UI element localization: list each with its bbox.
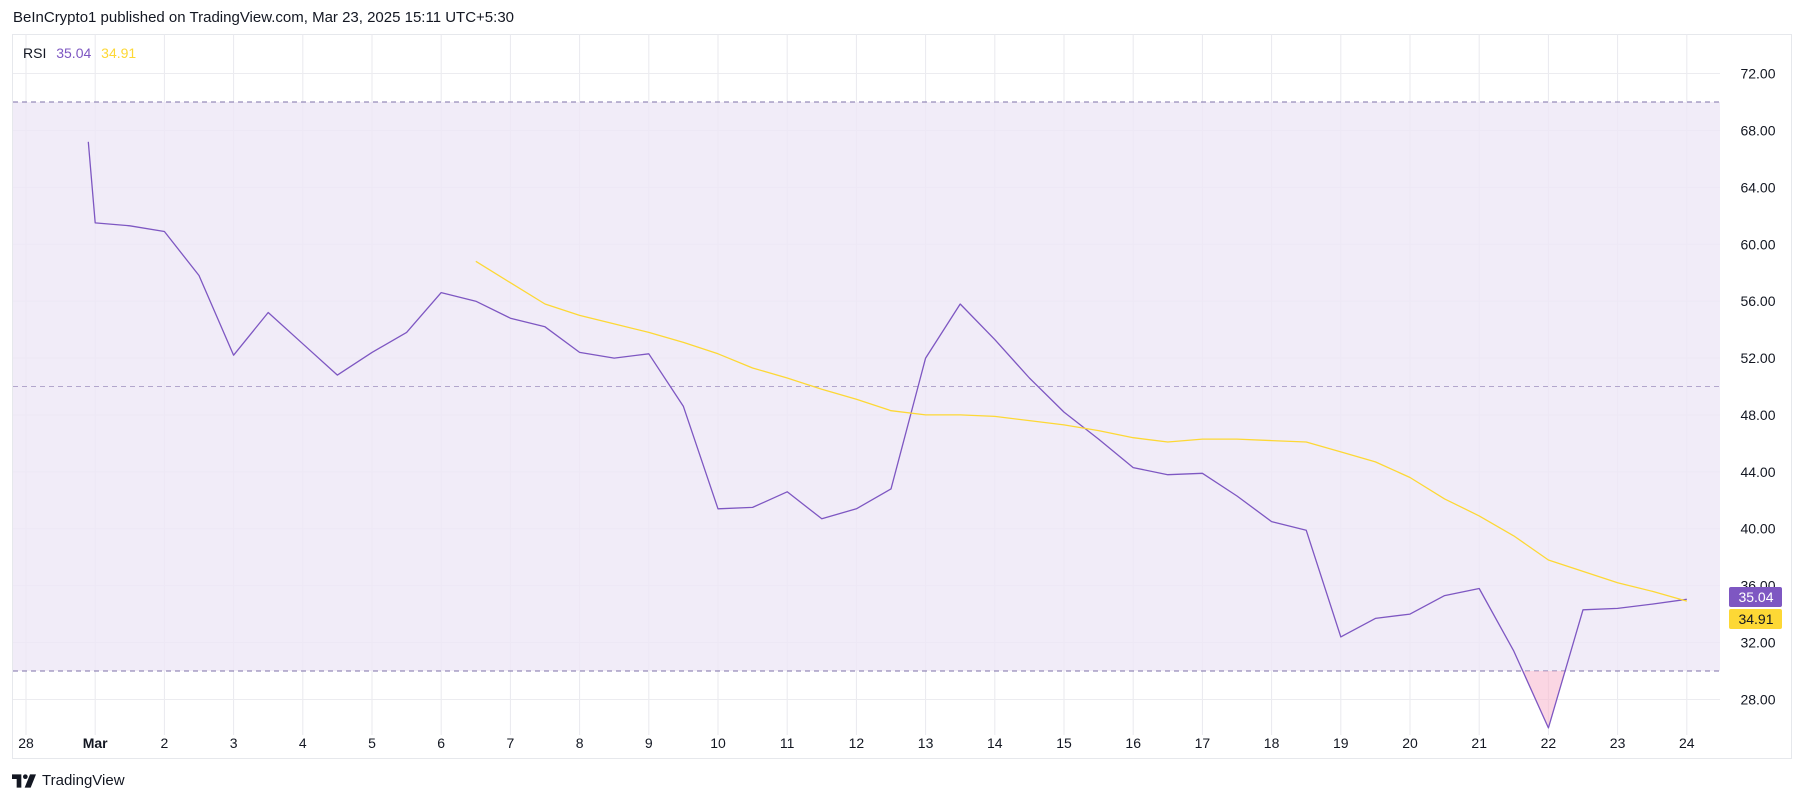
oversold-fill: [1522, 670, 1566, 728]
x-tick-label: 18: [1264, 735, 1280, 751]
publication-header: BeInCrypto1 published on TradingView.com…: [13, 9, 514, 26]
y-tick-label: 68.00: [1740, 122, 1775, 138]
y-axis: 72.00 68.00 64.00 60.00 56.00 52.00 48.00 44.00…: [1740, 66, 1775, 708]
rsi-ma-line[interactable]: [475, 260, 1687, 602]
x-tick-label: 8: [576, 735, 584, 751]
x-tick-label: 12: [849, 735, 865, 751]
y-tick-label: 64.00: [1740, 179, 1775, 195]
price-badges: 35.04 34.91: [1729, 587, 1782, 629]
x-tick-label: 17: [1195, 735, 1211, 751]
x-tick-label: 9: [645, 735, 653, 751]
y-tick-label: 32.00: [1740, 635, 1775, 651]
x-tick-label: 5: [368, 735, 376, 751]
x-tick-label: 10: [710, 735, 726, 751]
x-tick-label: 13: [918, 735, 934, 751]
indicator-name: RSI: [23, 45, 47, 61]
y-tick-label: 56.00: [1740, 293, 1775, 309]
x-tick-label: 4: [299, 735, 307, 751]
x-tick-label: 2: [161, 735, 169, 751]
x-tick-label: 14: [987, 735, 1003, 751]
ma-price-badge-label: 34.91: [1738, 611, 1773, 627]
y-tick-label: 28.00: [1740, 691, 1775, 707]
ma-price-badge: [1729, 609, 1782, 629]
chart-pane-border: [12, 34, 1792, 759]
x-tick-label: 23: [1610, 735, 1626, 751]
x-tick-label: 22: [1541, 735, 1557, 751]
y-tick-label: 40.00: [1740, 521, 1775, 537]
y-tick-label: 60.00: [1740, 236, 1775, 252]
x-tick-label: 3: [230, 735, 238, 751]
x-tick-label: 19: [1333, 735, 1349, 751]
rsi-value-legend: 35.04: [56, 45, 92, 61]
tradingview-brand-text: TradingView: [42, 772, 125, 789]
x-axis: 28 Mar 2 3 4 5 6 7 8 9 10 11 12 13 14 15 16 17 18 19 20 21 22 2…: [18, 735, 1695, 751]
x-tick-label: 7: [507, 735, 515, 751]
x-tick-label: 21: [1471, 735, 1487, 751]
x-tick-label: 6: [437, 735, 445, 751]
rsi-band: [13, 101, 1720, 728]
y-tick-label: 44.00: [1740, 464, 1775, 480]
y-tick-label: 52.00: [1740, 350, 1775, 366]
x-tick-label: 28: [18, 735, 34, 751]
rsi-price-badge-label: 35.04: [1738, 589, 1773, 605]
x-tick-label: 24: [1679, 735, 1695, 751]
tradingview-branding[interactable]: TradingView: [12, 772, 125, 789]
chart-legend[interactable]: RSI 35.04 34.91: [23, 45, 136, 61]
rsi-line[interactable]: [87, 141, 1687, 729]
y-tick-label: 72.00: [1740, 66, 1775, 82]
ma-value-legend: 34.91: [101, 45, 137, 61]
rsi-price-badge: [1729, 587, 1782, 607]
series-layer: [87, 141, 1687, 729]
x-tick-label: 20: [1402, 735, 1418, 751]
y-tick-label: 48.00: [1740, 407, 1775, 423]
x-tick-label: 16: [1125, 735, 1141, 751]
x-tick-label: 11: [780, 735, 795, 751]
x-tick-label: 15: [1056, 735, 1072, 751]
tradingview-logo-icon: [12, 773, 36, 788]
x-tick-label: Mar: [83, 735, 108, 751]
